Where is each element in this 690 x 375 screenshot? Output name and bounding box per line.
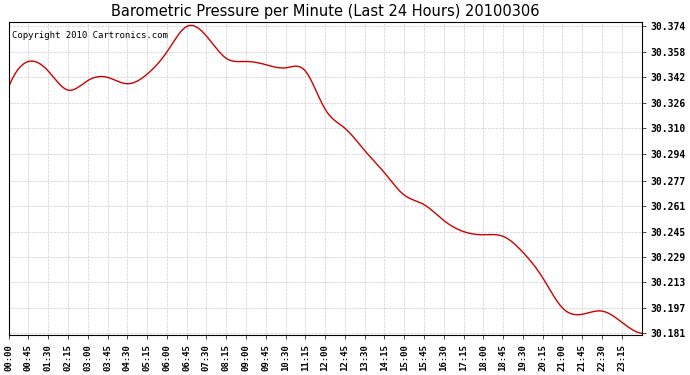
Text: Copyright 2010 Cartronics.com: Copyright 2010 Cartronics.com (12, 31, 168, 40)
Title: Barometric Pressure per Minute (Last 24 Hours) 20100306: Barometric Pressure per Minute (Last 24 … (111, 4, 540, 19)
